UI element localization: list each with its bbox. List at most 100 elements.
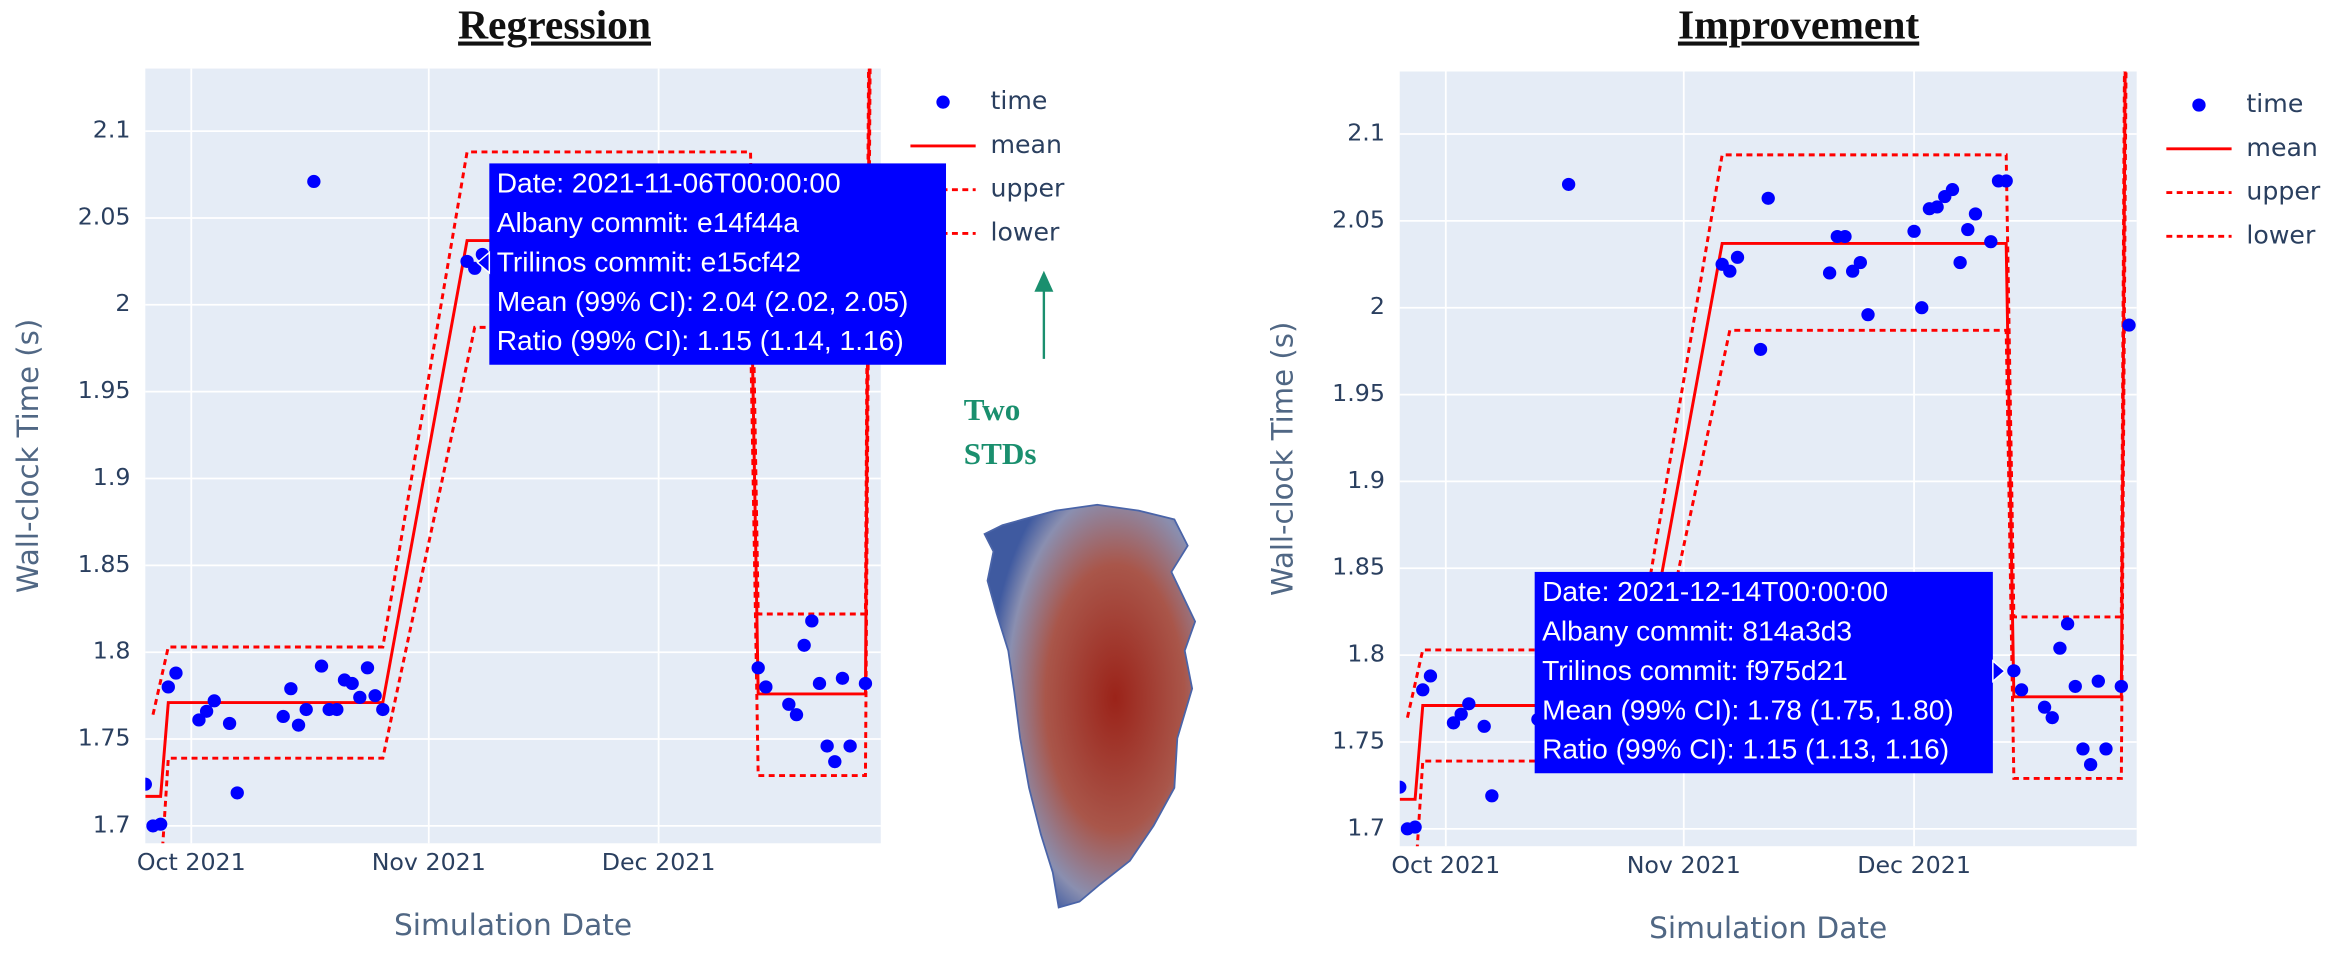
y-tick-label: 1.9 <box>93 463 131 491</box>
tooltip-line: Mean (99% CI): 2.04 (2.02, 2.05) <box>497 286 909 317</box>
data-point <box>1915 301 1928 314</box>
tooltip-line: Date: 2021-11-06T00:00:00 <box>497 168 841 199</box>
y-axis-title: Wall-clock Time (s) <box>1265 322 1299 596</box>
tooltip-line: Trilinos commit: e15cf42 <box>497 247 801 278</box>
data-point <box>1424 669 1437 682</box>
y-tick-label: 1.7 <box>1347 813 1385 841</box>
y-tick-label: 2 <box>1370 292 1385 320</box>
y-tick-label: 1.85 <box>78 550 131 578</box>
x-tick-label: Dec 2021 <box>602 848 716 876</box>
data-point <box>759 680 772 693</box>
tooltip-line: Ratio (99% CI): 1.15 (1.13, 1.16) <box>1542 734 1949 765</box>
y-tick-label: 2.05 <box>1332 205 1385 233</box>
chart-title: Regression <box>458 2 651 48</box>
data-point <box>162 680 175 693</box>
data-point <box>376 703 389 716</box>
data-point <box>820 739 833 752</box>
tooltip-line: Mean (99% CI): 1.78 (1.75, 1.80) <box>1542 694 1954 725</box>
data-point <box>1408 821 1421 834</box>
y-axis-title: Wall-clock Time (s) <box>11 319 45 593</box>
data-point <box>292 719 305 732</box>
data-point <box>828 755 841 768</box>
tooltip-line: Trilinos commit: f975d21 <box>1542 655 1848 686</box>
y-tick-label: 2.1 <box>1347 119 1385 147</box>
data-point <box>2015 683 2028 696</box>
data-point <box>813 677 826 690</box>
data-point <box>1393 781 1406 794</box>
figure: Regression 1.7 1.75 1.8 1.85 1.9 1.95 2 2.05 2.1 O… <box>0 0 2325 960</box>
data-point <box>859 677 872 690</box>
annotation: Two STDs <box>964 388 1068 476</box>
x-tick-label: Dec 2021 <box>1857 851 1971 879</box>
y-tick-label: 1.7 <box>93 811 131 839</box>
tooltip-line: Date: 2021-12-14T00:00:00 <box>1542 576 1888 607</box>
data-point <box>1562 178 1575 191</box>
data-point <box>1946 183 1959 196</box>
data-point <box>2069 680 2082 693</box>
data-point <box>1984 235 1997 248</box>
data-point <box>2007 664 2020 677</box>
legend-label: lower <box>2246 220 2316 249</box>
x-tick-label: Oct 2021 <box>137 848 246 876</box>
data-point <box>1961 223 1974 236</box>
data-point <box>2122 319 2135 332</box>
chart-title: Improvement <box>1678 2 1920 48</box>
annotation-box: Two STDs <box>964 388 1068 484</box>
legend-label: upper <box>990 174 1065 203</box>
data-point <box>154 818 167 831</box>
y-tick-label: 1.8 <box>1347 640 1385 668</box>
x-axis-title: Simulation Date <box>1649 911 1887 945</box>
data-point <box>1478 720 1491 733</box>
data-point <box>345 677 358 690</box>
data-point <box>277 710 290 723</box>
data-point <box>2046 711 2059 724</box>
data-point <box>790 708 803 721</box>
legend-label: mean <box>2246 133 2317 162</box>
y-tick-label: 1.95 <box>78 376 131 404</box>
data-point <box>1854 256 1867 269</box>
y-tick-label: 2.05 <box>78 203 131 231</box>
x-tick-label: Oct 2021 <box>1391 851 1500 879</box>
data-point <box>2115 680 2128 693</box>
data-point <box>752 661 765 674</box>
y-tick-label: 1.9 <box>1347 466 1385 494</box>
legend-label: time <box>2246 89 2303 118</box>
data-point <box>1823 266 1836 279</box>
y-tick-label: 1.75 <box>1332 727 1385 755</box>
y-tick-label: 2 <box>115 289 130 317</box>
data-point <box>797 639 810 652</box>
data-point <box>1485 789 1498 802</box>
data-point <box>169 666 182 679</box>
data-point <box>284 682 297 695</box>
data-point <box>361 661 374 674</box>
data-point <box>2084 758 2097 771</box>
data-point <box>2099 742 2112 755</box>
data-point <box>1731 251 1744 264</box>
x-tick-label: Nov 2021 <box>1627 851 1741 879</box>
tooltip-line: Albany commit: e14f44a <box>497 207 800 238</box>
data-point <box>1907 225 1920 238</box>
data-point <box>223 717 236 730</box>
y-tick-label: 1.8 <box>93 637 131 665</box>
data-point <box>353 691 366 704</box>
data-point <box>2053 642 2066 655</box>
data-point <box>2000 174 2013 187</box>
data-point <box>805 614 818 627</box>
data-point <box>300 703 313 716</box>
tooltip-line: Albany commit: 814a3d3 <box>1542 616 1852 647</box>
legend-marker <box>2192 98 2205 111</box>
legend-label: upper <box>2246 177 2321 206</box>
data-point <box>1953 256 1966 269</box>
y-tick-label: 1.75 <box>78 724 131 752</box>
data-point <box>231 786 244 799</box>
data-point <box>1762 192 1775 205</box>
legend-label: time <box>990 86 1047 115</box>
data-point <box>1861 308 1874 321</box>
data-point <box>307 175 320 188</box>
data-point <box>1838 230 1851 243</box>
data-point <box>2092 675 2105 688</box>
data-point <box>2061 617 2074 630</box>
y-tick-label: 2.1 <box>93 116 131 144</box>
data-point <box>1462 697 1475 710</box>
greenland-map <box>985 505 1196 908</box>
